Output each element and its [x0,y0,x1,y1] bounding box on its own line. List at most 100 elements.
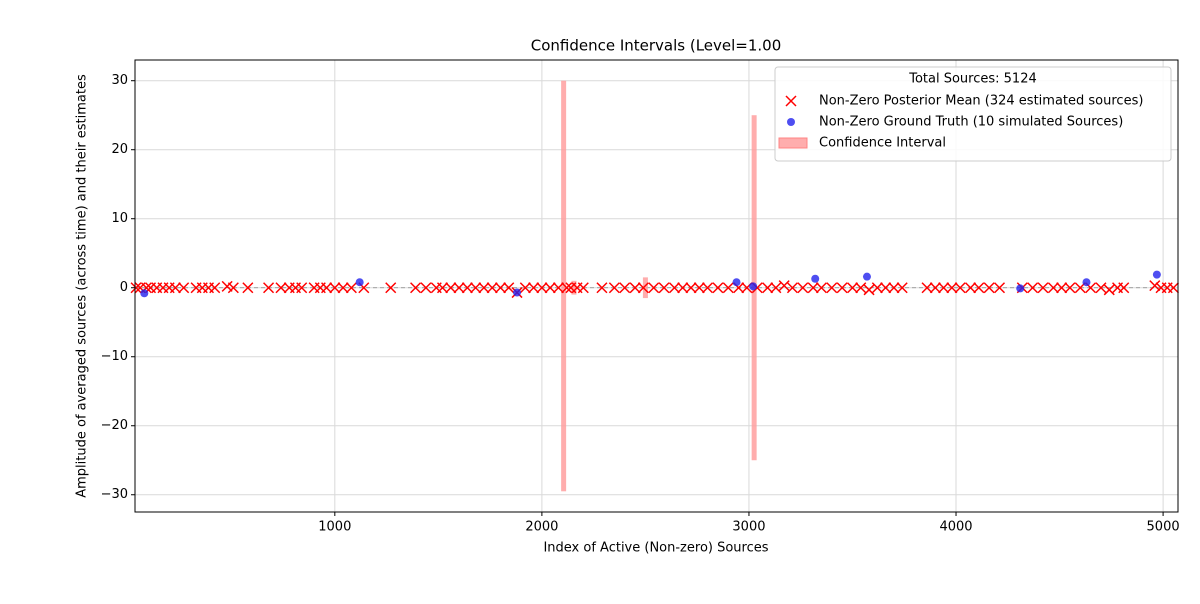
x-marker [494,282,507,294]
x-marker [1118,282,1130,294]
x-marker [836,282,848,294]
x-marker [1027,282,1039,294]
x-marker [461,282,473,294]
y-tick-label: −20 [101,418,128,433]
x-marker [954,282,966,294]
x-marker [973,282,985,294]
x-marker [863,284,875,296]
x-marker [453,282,465,294]
x-tick-label: 3000 [732,520,765,535]
x-marker [503,282,515,294]
y-tick-label: 30 [111,73,128,88]
x-marker [619,282,631,294]
x-marker [1047,282,1059,294]
x-marker [275,282,287,294]
x-marker [544,282,556,294]
legend-label: Confidence Interval [819,136,946,151]
x-tick-label: 4000 [939,520,972,535]
x-marker [536,282,548,294]
x-marker [1095,282,1107,294]
x-marker [896,282,908,294]
point [749,282,758,291]
x-marker [677,282,689,294]
x-marker [712,282,724,294]
x-marker [577,282,589,294]
x-marker [486,282,498,294]
x-marker [1167,282,1179,294]
x-tick-label: 1000 [318,520,351,535]
x-marker [561,282,573,294]
x-marker [227,282,239,294]
x-marker [946,282,958,294]
x-marker [385,282,397,294]
x-marker [528,282,540,294]
x-marker [1037,282,1049,294]
x-marker [209,282,221,294]
x-marker [815,282,827,294]
x-marker [263,282,275,294]
legend-label: Non-Zero Ground Truth (10 simulated Sour… [819,115,1123,130]
x-marker [871,282,883,294]
x-marker [880,282,892,294]
x-marker [888,282,900,294]
x-marker [693,282,705,294]
x-marker [608,282,620,294]
x-marker [337,282,349,294]
y-tick-label: −30 [101,487,128,502]
x-marker [778,280,790,292]
x-marker [658,282,670,294]
point [1016,284,1025,293]
point [355,278,364,287]
x-tick-label: 2000 [525,520,558,535]
point [811,274,820,283]
x-marker [436,282,449,294]
point [140,289,149,298]
y-tick-label: 0 [120,280,128,295]
x-marker [938,282,950,294]
x-marker [797,282,809,294]
x-marker [785,95,797,107]
y-axis-label: Amplitude of averaged sources (across ti… [75,74,90,498]
legend-label: Non-Zero Posterior Mean (324 estimated s… [819,94,1143,109]
x-marker [1064,282,1076,294]
x-marker [770,282,782,294]
y-tick-label: −10 [101,349,128,364]
x-marker [929,282,941,294]
point [1082,278,1091,287]
x-marker [629,282,641,294]
confidence-interval [561,80,567,492]
x-marker [1149,280,1161,292]
y-tick-label: 10 [111,211,128,226]
x-marker [445,282,457,294]
x-axis-label: Index of Active (Non-zero) Sources [543,541,768,556]
x-marker [648,282,660,294]
x-marker [826,282,838,294]
x-marker [807,282,819,294]
x-marker [993,282,1006,294]
x-marker [169,282,181,294]
plot-frame [134,59,1179,513]
x-marker [242,282,254,294]
x-marker [637,282,649,294]
x-marker [296,282,308,294]
x-marker [410,282,422,294]
x-marker [786,282,798,294]
y-tick-label: 20 [111,142,128,157]
x-marker [921,282,933,294]
legend-marker [778,137,808,149]
x-marker [420,282,432,294]
x-marker [983,282,995,294]
x-marker [722,282,734,294]
point [732,278,741,287]
x-marker [596,282,608,294]
x-marker [519,282,531,294]
x-marker [685,282,697,294]
x-marker [478,282,490,294]
x-marker [855,282,867,294]
legend-box [774,66,1172,162]
x-marker [470,282,482,294]
point [862,272,871,281]
x-marker [1103,284,1115,296]
point [1152,270,1161,279]
